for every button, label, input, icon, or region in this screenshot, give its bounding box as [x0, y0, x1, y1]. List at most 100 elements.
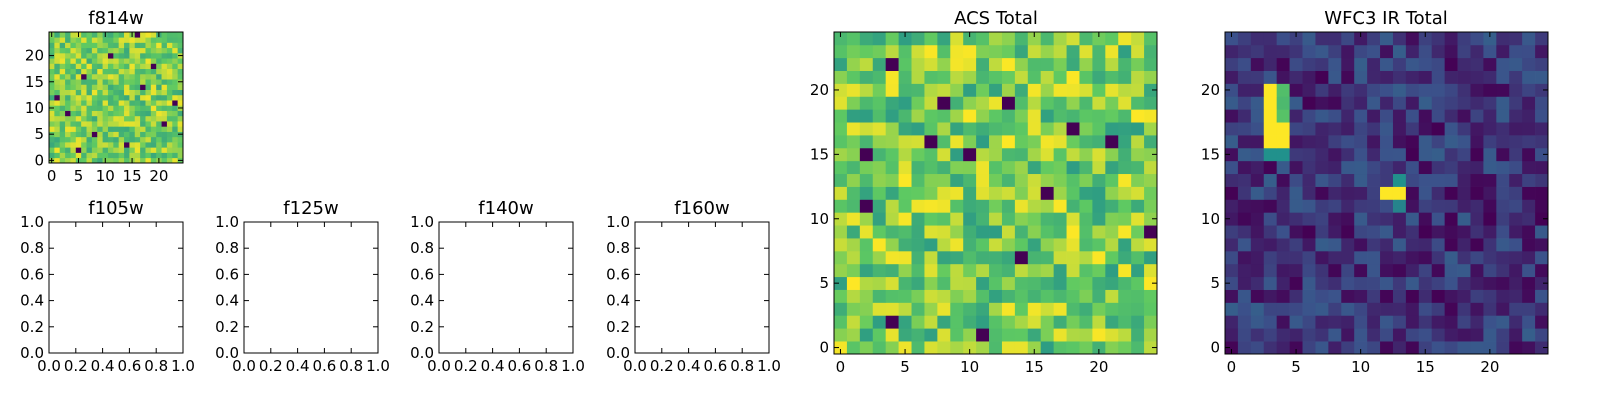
- heatmap-cell: [1367, 70, 1381, 84]
- x-tick-label: 1.0: [757, 357, 781, 375]
- heatmap-cell: [1001, 263, 1016, 278]
- heatmap-cell: [898, 315, 912, 329]
- heatmap-cell: [134, 126, 141, 132]
- heatmap-cell: [976, 276, 990, 290]
- heatmap-cell: [911, 96, 925, 110]
- heatmap-cell: [75, 47, 82, 54]
- heatmap-cell: [156, 68, 162, 75]
- heatmap-cell: [150, 152, 157, 159]
- heatmap-cell: [898, 122, 912, 136]
- axes-frame: [634, 221, 770, 354]
- heatmap-cell: [1225, 276, 1239, 290]
- heatmap-cell: [113, 73, 120, 80]
- heatmap-cell: [963, 225, 977, 239]
- heatmap-cell: [1105, 57, 1119, 71]
- heatmap-cell: [1302, 289, 1316, 303]
- heatmap-cell: [1354, 147, 1368, 162]
- heatmap-cell: [1457, 32, 1471, 46]
- heatmap-cell: [1392, 250, 1407, 265]
- heatmap-cell: [118, 89, 125, 96]
- heatmap-cell: [70, 47, 77, 54]
- heatmap-cell: [1444, 160, 1458, 175]
- heatmap-cell: [97, 79, 103, 85]
- heatmap-cell: [1367, 96, 1381, 110]
- heatmap-cell: [166, 79, 173, 85]
- heatmap-cell: [989, 147, 1003, 162]
- heatmap-cell: [1289, 289, 1303, 303]
- heatmap-cell: [1040, 186, 1054, 200]
- heatmap-cell: [166, 121, 173, 127]
- heatmap-cell: [924, 212, 938, 226]
- heatmap-cell: [1496, 44, 1510, 59]
- heatmap-cell: [70, 32, 77, 38]
- heatmap-cell: [1276, 238, 1290, 252]
- heatmap-cell: [81, 142, 87, 148]
- heatmap-cell: [172, 73, 178, 80]
- heatmap-cell: [1341, 147, 1355, 162]
- heatmap-cell: [963, 83, 977, 97]
- heatmap-cell: [950, 212, 964, 226]
- heatmap-cell: [976, 302, 990, 316]
- heatmap-cell: [1354, 186, 1368, 200]
- heatmap-cell: [989, 212, 1003, 226]
- heatmap-cell: [1457, 160, 1471, 175]
- panel-title: f814w: [88, 8, 143, 29]
- heatmap-cell: [172, 94, 178, 101]
- heatmap-cell: [963, 328, 977, 342]
- heatmap-cell: [1105, 83, 1119, 97]
- heatmap-cell: [976, 70, 990, 84]
- heatmap-cell: [102, 126, 109, 132]
- heatmap-cell: [1535, 341, 1549, 355]
- heatmap-cell: [1380, 96, 1394, 110]
- heatmap-cell: [1315, 57, 1329, 71]
- heatmap-cell: [1315, 212, 1329, 226]
- heatmap-cell: [1328, 225, 1342, 239]
- heatmap-cell: [1405, 70, 1420, 84]
- heatmap-cell: [1040, 109, 1054, 123]
- heatmap-cell: [156, 100, 162, 106]
- heatmap-cell: [898, 83, 912, 97]
- heatmap-cell: [1341, 250, 1355, 265]
- heatmap-cell: [1001, 135, 1016, 149]
- heatmap-cell: [898, 341, 912, 355]
- heatmap-cell: [107, 152, 114, 159]
- heatmap-cell: [1144, 147, 1158, 162]
- heatmap-cell: [859, 160, 874, 175]
- heatmap-cell: [1027, 32, 1042, 46]
- heatmap-cell: [118, 136, 125, 143]
- heatmap-cell: [1431, 328, 1445, 342]
- heatmap-cell: [1040, 250, 1054, 265]
- heatmap-cell: [898, 225, 912, 239]
- heatmap-cell: [924, 186, 938, 200]
- heatmap-cell: [1302, 57, 1316, 71]
- heatmap-cell: [118, 115, 125, 122]
- x-tick-label: 15: [123, 167, 142, 185]
- heatmap-cell: [1014, 199, 1029, 213]
- y-tick-label: 0.4: [410, 292, 434, 310]
- heatmap-cell: [145, 73, 152, 80]
- heatmap-cell: [1444, 96, 1458, 110]
- heatmap-cell: [86, 84, 93, 90]
- heatmap-cell: [102, 52, 109, 59]
- heatmap-cell: [911, 199, 925, 213]
- heatmap-cell: [81, 136, 87, 143]
- heatmap-cell: [1027, 109, 1042, 123]
- heatmap-cell: [1496, 70, 1510, 84]
- heatmap-cell: [1053, 135, 1067, 149]
- heatmap-cell: [1367, 109, 1381, 123]
- heatmap-cell: [1328, 315, 1342, 329]
- heatmap-cell: [91, 84, 98, 90]
- heatmap-cell: [75, 89, 82, 96]
- heatmap-cell: [1457, 328, 1471, 342]
- heatmap-cell: [898, 212, 912, 226]
- heatmap-cell: [834, 199, 848, 213]
- heatmap-cell: [885, 173, 899, 187]
- heatmap-cell: [134, 47, 141, 54]
- heatmap-cell: [1496, 109, 1510, 123]
- heatmap-cell: [846, 238, 861, 252]
- heatmap-cell: [1522, 250, 1536, 265]
- heatmap-cell: [91, 63, 98, 70]
- y-tick-label: 0.8: [410, 239, 434, 257]
- heatmap-cell: [1470, 122, 1484, 136]
- heatmap-cell: [1392, 225, 1407, 239]
